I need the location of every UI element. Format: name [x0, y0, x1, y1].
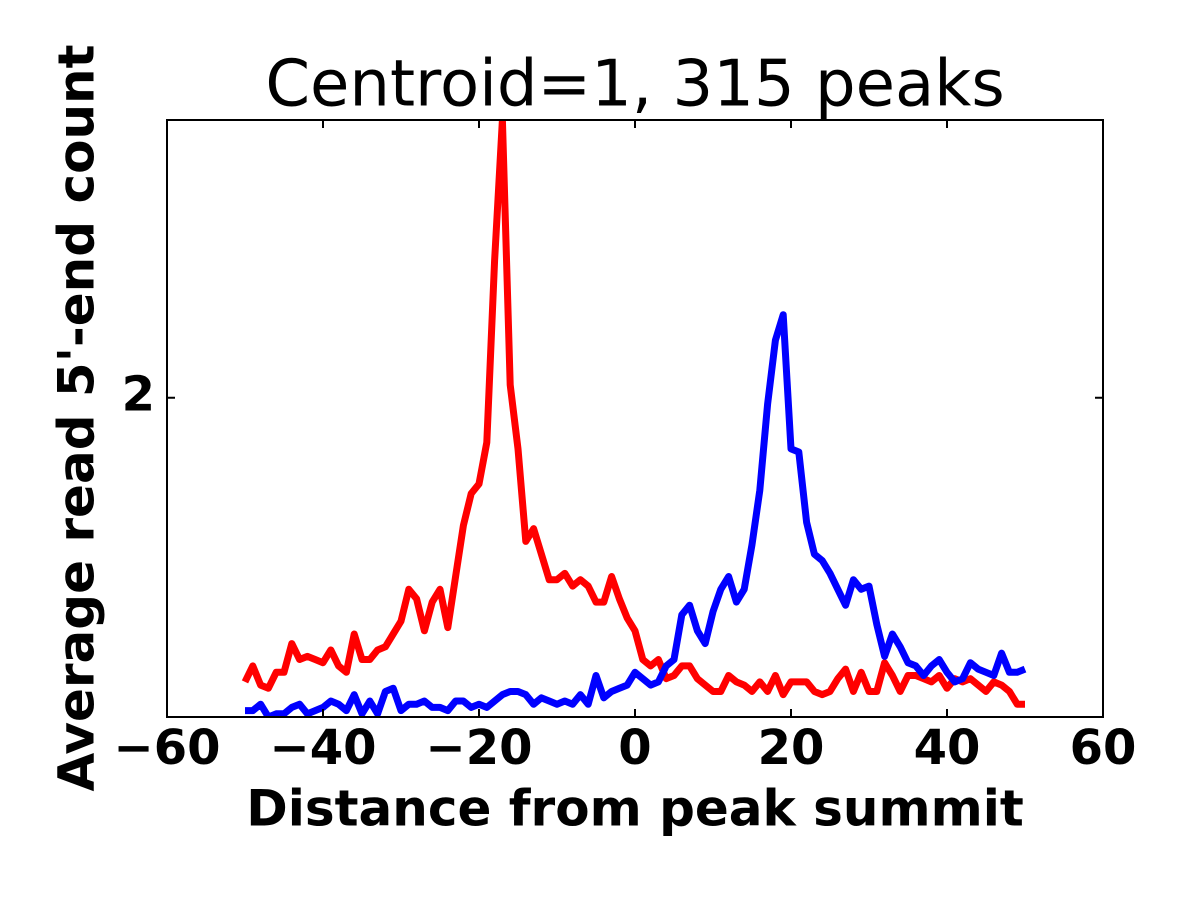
x-tick-label: −60	[113, 720, 220, 776]
series-line	[245, 311, 1027, 717]
x-tick-label: 60	[1070, 720, 1137, 776]
x-tick-label: 0	[618, 720, 651, 776]
x-tick-label: −20	[425, 720, 532, 776]
y-axis-label: Average read 5'-end count	[48, 44, 106, 791]
x-tick-label: −40	[269, 720, 376, 776]
x-tick-label: 20	[758, 720, 825, 776]
chart-title: Centroid=1, 315 peaks	[265, 48, 1004, 122]
x-axis-label: Distance from peak summit	[246, 780, 1024, 838]
series-line	[241, 120, 1025, 708]
x-tick-label: 40	[914, 720, 981, 776]
y-tick-label: 2	[122, 367, 155, 423]
plot-area	[241, 120, 1027, 717]
